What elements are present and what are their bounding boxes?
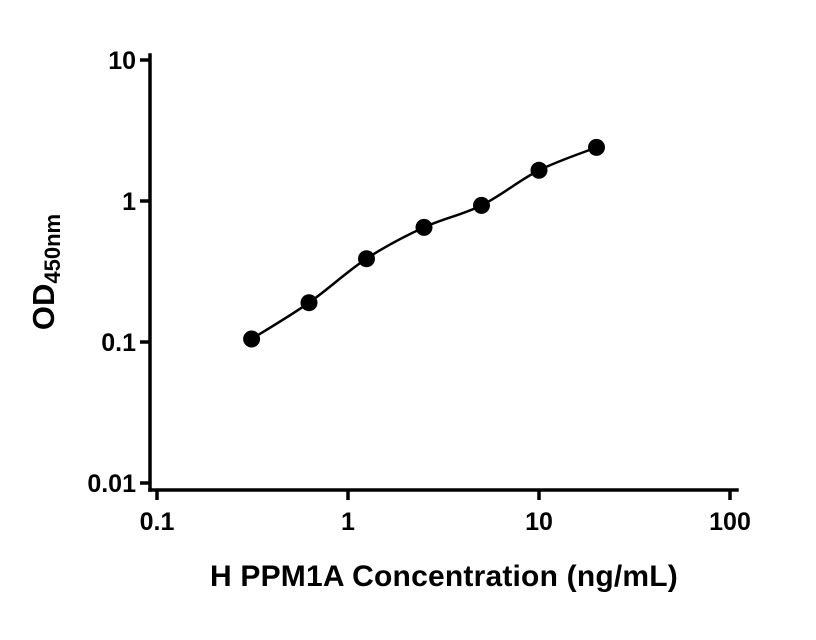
data-point xyxy=(473,196,490,214)
x-tick-label: 1 xyxy=(341,508,355,536)
data-point xyxy=(300,294,318,312)
data-point xyxy=(415,218,433,236)
data-point xyxy=(243,330,261,348)
y-tick-label: 10 xyxy=(108,47,136,75)
y-tick-label: 0.01 xyxy=(87,470,136,498)
data-point xyxy=(588,138,605,156)
data-point xyxy=(530,161,548,179)
x-tick-label: 10 xyxy=(525,508,553,536)
x-tick-label: 0.1 xyxy=(140,508,175,536)
y-axis-title: OD450nm xyxy=(26,214,66,330)
y-tick-label: 1 xyxy=(122,188,136,216)
y-axis-title-main: OD xyxy=(26,283,61,331)
x-tick-label: 100 xyxy=(709,508,751,536)
x-axis-title: H PPM1A Concentration (ng/mL) xyxy=(209,560,679,593)
y-axis-title-subscript: 450nm xyxy=(40,213,65,284)
data-point xyxy=(358,250,375,268)
y-tick-label: 0.1 xyxy=(101,329,136,357)
